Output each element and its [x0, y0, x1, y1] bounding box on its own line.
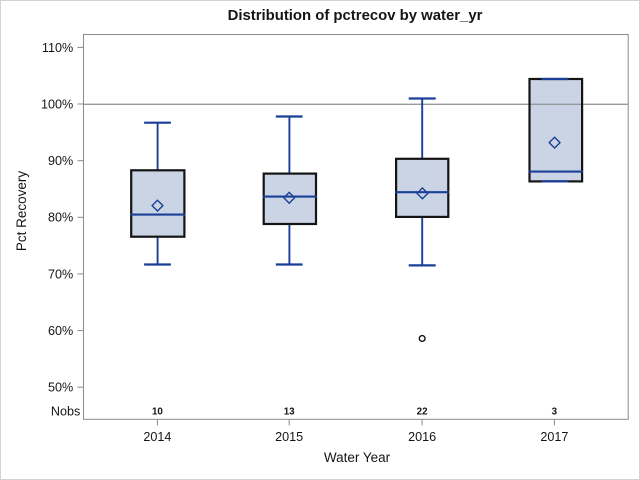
svg-text:90%: 90%	[48, 154, 73, 168]
svg-text:Pct Recovery: Pct Recovery	[14, 171, 29, 252]
svg-text:2016: 2016	[408, 430, 436, 444]
svg-text:13: 13	[284, 407, 295, 418]
svg-text:100%: 100%	[41, 97, 73, 111]
svg-text:Nobs: Nobs	[51, 405, 80, 419]
svg-text:Distribution of pctrecov by wa: Distribution of pctrecov by water_yr	[228, 8, 483, 24]
svg-text:10: 10	[152, 407, 163, 418]
svg-text:50%: 50%	[48, 381, 73, 395]
svg-text:80%: 80%	[48, 211, 73, 225]
svg-text:2017: 2017	[540, 430, 568, 444]
svg-text:2014: 2014	[143, 430, 171, 444]
svg-text:22: 22	[417, 407, 428, 418]
svg-text:70%: 70%	[48, 267, 73, 281]
svg-text:2015: 2015	[275, 430, 303, 444]
svg-text:3: 3	[552, 407, 558, 418]
svg-text:110%: 110%	[42, 41, 73, 55]
svg-text:60%: 60%	[48, 324, 73, 338]
svg-text:Water Year: Water Year	[324, 450, 391, 465]
